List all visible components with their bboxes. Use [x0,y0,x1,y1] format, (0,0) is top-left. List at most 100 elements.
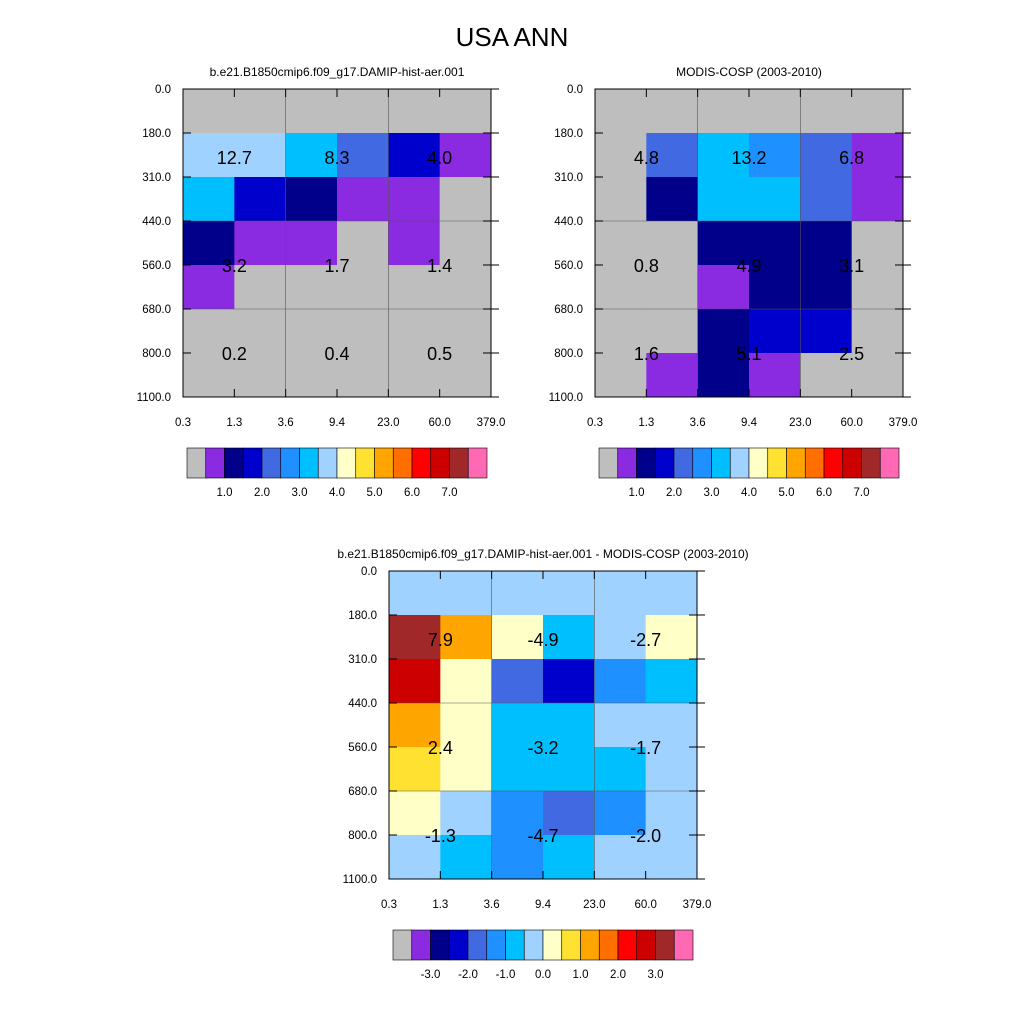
y-tick-label: 560.0 [554,260,583,272]
x-tick-label: 23.0 [377,417,399,429]
colorbar-label: 1.0 [629,487,645,499]
colorbar-swatch [467,447,488,479]
colorbar-label: 1.0 [573,969,589,981]
cell [491,747,544,792]
cell [800,177,853,222]
cell [800,265,853,310]
x-tick-label: 1.3 [432,899,448,911]
box-value-label: 4.8 [634,148,659,168]
cell [389,703,441,748]
colorbar-swatch [299,447,319,479]
box-value-label: 8.3 [324,148,349,168]
x-tick-label: 23.0 [789,417,811,429]
cell [645,703,698,748]
cell [594,835,647,880]
cell [439,309,492,354]
cell [697,353,750,398]
box-value-label: 2.5 [839,344,864,364]
colorbar-swatch [411,929,431,961]
cell [439,89,492,134]
colorbar-label: 6.0 [816,487,832,499]
y-tick-label: 310.0 [142,172,171,184]
y-tick-label: 1100.0 [343,874,377,886]
colorbar: 1.0 2.0 3.0 4.0 5.0 6.0 7.0 [186,447,488,499]
cell [183,353,235,398]
colorbar-label: 7.0 [442,487,458,499]
colorbar-label: -3.0 [421,969,441,981]
cell [388,177,441,222]
cell [285,221,338,266]
colorbar-swatch [317,447,338,479]
cell [749,353,801,398]
colorbar-swatch [617,447,637,479]
cell [439,221,492,266]
cell [440,747,493,792]
box-value-label: 12.7 [217,148,252,168]
cell [595,89,647,134]
cell [389,659,441,704]
cell [697,221,750,266]
colorbar-label: 2.0 [666,487,682,499]
colorbar-label: 2.0 [610,969,626,981]
colorbar-swatch [374,447,394,479]
cell [389,747,441,792]
cell [440,791,493,836]
colorbar-swatch [692,447,712,479]
cell [697,89,750,134]
cell [440,571,493,616]
x-tick-label: 3.6 [278,417,294,429]
colorbar-swatch [411,447,432,479]
cell [697,133,750,178]
box-value-label: -2.7 [630,630,661,650]
colorbar-swatch [617,929,638,961]
cell [645,615,698,660]
x-tick-label: 23.0 [583,899,605,911]
cell [595,353,647,398]
panel-2: MODIS-COSP (2003-2010) 0.0 180.0 310.0 440.0… [549,65,918,499]
cell [800,309,853,354]
box-value-label: 13.2 [731,148,766,168]
cell [491,571,544,616]
cell [851,309,904,354]
panel-3: b.e21.B1850cmip6.f09_g17.DAMIP-hist-aer.… [337,547,748,981]
cell [440,659,493,704]
cell [183,309,235,354]
cell [594,703,647,748]
cell [646,221,699,266]
colorbar: -3.0 -2.0 -1.0 0.0 1.0 2.0 3.0 [392,929,694,981]
box-value-label: -4.9 [527,630,558,650]
cell [645,835,698,880]
cell [388,133,441,178]
cell [594,615,647,660]
colorbar-label: 3.0 [292,487,308,499]
box-value-label: 0.4 [324,344,349,364]
cell [749,265,801,310]
cell [337,89,389,134]
box-value-label: -3.2 [527,738,558,758]
colorbar-swatch [280,447,300,479]
cell [337,177,389,222]
y-tick-label: 440.0 [142,216,171,228]
cell [800,133,853,178]
cell [749,177,801,222]
cell [234,133,287,178]
colorbar-swatch [336,447,357,479]
colorbar: 1.0 2.0 3.0 4.0 5.0 6.0 7.0 [598,447,900,499]
cell [697,309,750,354]
y-tick-label: 680.0 [142,304,171,316]
colorbar-swatch [580,929,600,961]
cell [337,133,389,178]
cell [543,571,595,616]
cell [234,265,287,310]
cell [749,309,801,354]
cell [851,221,904,266]
x-tick-label: 9.4 [329,417,346,429]
cell [851,89,904,134]
cell [439,265,492,310]
colorbar-swatch [598,929,619,961]
cell [337,309,389,354]
cell [389,615,441,660]
y-tick-label: 440.0 [554,216,583,228]
panel-title: b.e21.B1850cmip6.f09_g17.DAMIP-hist-aer.… [210,65,465,79]
